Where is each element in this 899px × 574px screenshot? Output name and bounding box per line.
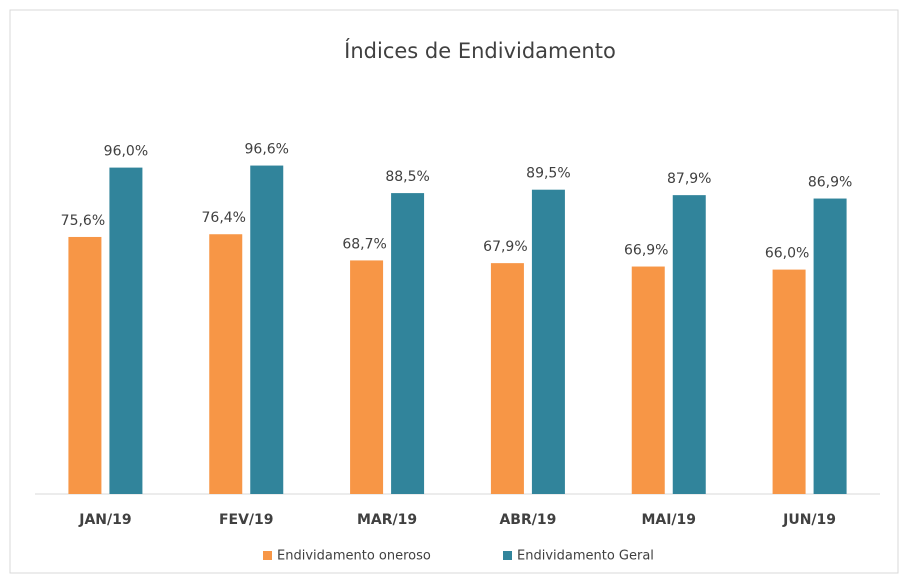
- chart-title: Índices de Endividamento: [344, 38, 616, 63]
- data-label: 88,5%: [385, 169, 429, 185]
- legend-label: Endividamento oneroso: [277, 549, 431, 564]
- bar: [813, 198, 847, 495]
- bar: [209, 234, 243, 495]
- data-label: 89,5%: [526, 166, 570, 182]
- data-label: 68,7%: [342, 236, 386, 252]
- x-tick-label: MAR/19: [357, 512, 417, 528]
- x-tick-label: FEV/19: [219, 512, 274, 528]
- bar: [109, 167, 143, 494]
- data-label: 96,6%: [245, 142, 289, 158]
- bar: [772, 269, 806, 494]
- x-tick-label: JAN/19: [78, 512, 131, 528]
- bar: [391, 193, 425, 494]
- bar: [631, 266, 665, 494]
- data-label: 66,9%: [624, 243, 668, 259]
- x-tick-label: JUN/19: [782, 512, 836, 528]
- data-label: 86,9%: [808, 175, 852, 191]
- data-label: 96,0%: [104, 144, 148, 160]
- bar: [672, 195, 706, 494]
- data-label: 76,4%: [202, 210, 246, 226]
- data-label: 66,0%: [765, 246, 809, 262]
- bar: [531, 189, 565, 494]
- legend-swatch: [503, 551, 512, 560]
- x-tick-label: ABR/19: [499, 512, 556, 528]
- bar: [350, 260, 384, 494]
- chart-border: [9, 9, 899, 574]
- legend-swatch: [263, 551, 272, 560]
- x-tick-label: MAI/19: [641, 512, 696, 528]
- bar: [68, 236, 102, 494]
- data-label: 67,9%: [483, 239, 527, 255]
- legend-label: Endividamento Geral: [517, 549, 654, 564]
- data-label: 75,6%: [61, 213, 105, 229]
- bar: [490, 263, 524, 494]
- bar: [250, 165, 284, 494]
- data-label: 87,9%: [667, 171, 711, 187]
